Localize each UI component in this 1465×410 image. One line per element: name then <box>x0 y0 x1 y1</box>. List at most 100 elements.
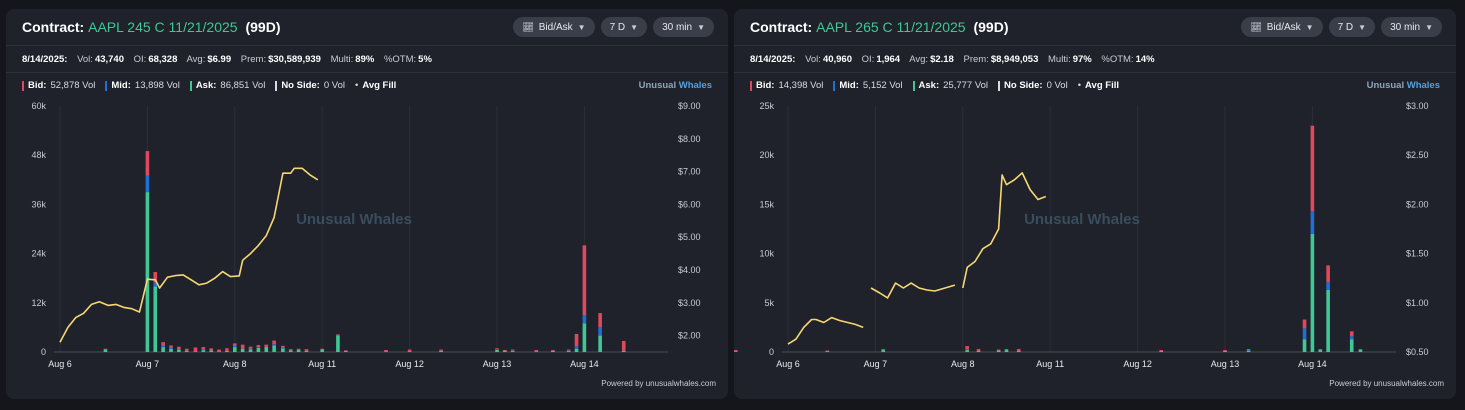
brand-logo: Unusual Whales <box>1366 80 1440 91</box>
bid-bar-segment <box>233 343 237 346</box>
bid-bar-segment <box>209 348 214 351</box>
divider <box>734 72 1456 73</box>
legend-avgfill[interactable]: • Avg Fill <box>1078 80 1119 91</box>
ask-bar-segment <box>201 349 206 352</box>
stats-date: 8/14/2025: <box>750 54 796 65</box>
legend-bid[interactable]: Bid: 14,398 Vol <box>750 80 823 91</box>
ask-bar-segment <box>551 350 555 352</box>
avg-value: $6.99 <box>207 54 232 65</box>
bid-bar-segment <box>439 349 443 351</box>
ask-bar-segment <box>976 351 981 352</box>
mid-bar-segment <box>1326 282 1330 291</box>
range-dropdown[interactable]: 7 D ▼ <box>1328 17 1376 37</box>
ask-bar-segment <box>621 350 626 352</box>
bid-label: Bid: <box>28 80 47 91</box>
bid-bar-segment <box>320 348 324 350</box>
ask-bar-segment <box>1302 339 1307 352</box>
bid-bar-segment <box>582 245 587 316</box>
ask-bar-segment <box>407 351 412 352</box>
x-tick-label: Aug 14 <box>570 359 599 369</box>
legend-ask[interactable]: Ask: 86,851 Vol <box>189 80 265 91</box>
mid-bar-segment <box>1246 350 1251 351</box>
legend-avgfill[interactable]: • Avg Fill <box>355 80 396 91</box>
ask-bar-segment <box>503 350 507 352</box>
x-tick-label: Aug 13 <box>1211 359 1240 369</box>
legend-mid[interactable]: Mid: 5,152 Vol <box>833 80 903 91</box>
mid-label: Mid: <box>111 80 131 91</box>
legend-noside[interactable]: No Side: 0 Vol <box>998 80 1068 91</box>
bid-bar-segment <box>304 349 309 351</box>
vol-value: 40,960 <box>822 54 852 65</box>
ask-bar-segment <box>272 345 276 352</box>
bid-bar-segment <box>272 340 276 345</box>
multi-value: 97% <box>1072 54 1092 65</box>
oi-label: OI: <box>133 54 147 65</box>
mid-bar-segment <box>201 349 206 351</box>
bid-bar-segment <box>288 349 293 351</box>
avg-label: Avg: <box>186 54 206 65</box>
days-to-expiry: (99D) <box>245 19 281 35</box>
y-left-tick-label: 10k <box>759 249 774 259</box>
ask-bar-segment <box>169 348 173 352</box>
y-right-tick-label: $8.00 <box>678 134 701 144</box>
bid-bar-segment <box>734 350 738 351</box>
mid-bar-segment <box>1349 336 1354 340</box>
legend-noside[interactable]: No Side: 0 Vol <box>275 80 345 91</box>
avg-fill-line <box>962 172 1047 289</box>
ask-bar-segment <box>881 350 886 352</box>
ask-bar-segment <box>510 350 515 352</box>
x-tick-label: Aug 6 <box>48 359 72 369</box>
mid-bar-segment <box>598 327 602 336</box>
interval-dropdown[interactable]: 30 min ▼ <box>653 17 714 37</box>
legend-ask[interactable]: Ask: 25,777 Vol <box>912 80 988 91</box>
legend-bid[interactable]: Bid: 52,878 Vol <box>22 80 95 91</box>
mid-bar-segment <box>256 347 261 348</box>
bid-bar-segment <box>551 349 555 351</box>
bid-ask-dropdown[interactable]: 📈︎ Bid/Ask ▼ <box>1241 17 1323 37</box>
y-left-tick-label: 20k <box>759 150 774 160</box>
ask-label: Ask: <box>918 80 940 91</box>
legend-mid[interactable]: Mid: 13,898 Vol <box>105 80 180 91</box>
y-left-tick-label: 36k <box>31 199 46 209</box>
oi-value: 1,964 <box>876 54 901 65</box>
ask-bar-segment <box>209 350 214 352</box>
ask-bar-segment <box>1310 233 1315 352</box>
ask-bar-segment <box>1004 350 1009 352</box>
noside-vol: 0 Vol <box>1046 80 1068 91</box>
y-right-tick-label: $2.00 <box>678 331 701 341</box>
bid-ask-label: Bid/Ask <box>1266 21 1301 33</box>
bid-swatch <box>750 80 752 91</box>
mid-bar-segment <box>495 349 499 350</box>
contract-symbol[interactable]: AAPL 265 C 11/21/2025 <box>816 19 966 35</box>
mid-bar-segment <box>734 350 738 352</box>
mid-bar-segment <box>1310 211 1315 234</box>
bid-bar-segment <box>976 349 981 352</box>
bid-bar-segment <box>1246 349 1251 351</box>
contract-symbol[interactable]: AAPL 245 C 11/21/2025 <box>88 19 238 35</box>
chevron-down-icon: ▼ <box>1305 22 1314 32</box>
ask-bar-segment <box>153 286 158 352</box>
ask-bar-segment <box>598 335 602 352</box>
stats-row: 8/14/2025: Vol: 43,740 OI: 68,328 Avg: $6.9… <box>22 54 439 65</box>
noside-label: No Side: <box>1004 80 1043 91</box>
range-dropdown[interactable]: 7 D ▼ <box>600 17 648 37</box>
interval-dropdown[interactable]: 30 min ▼ <box>1381 17 1442 37</box>
bid-ask-dropdown[interactable]: 📈︎ Bid/Ask ▼ <box>513 17 595 37</box>
multi-label: Multi: <box>330 54 354 65</box>
bid-bar-segment <box>621 340 626 351</box>
ask-bar-segment <box>233 347 237 352</box>
x-tick-label: Aug 7 <box>864 359 888 369</box>
powered-by[interactable]: Powered by unusualwhales.com <box>601 379 716 388</box>
avgfill-label: Avg Fill <box>1085 80 1119 91</box>
chevron-down-icon: ▼ <box>697 22 705 32</box>
ask-label: Ask: <box>195 80 217 91</box>
ask-bar-segment <box>193 351 198 352</box>
bid-bar-segment <box>1326 265 1330 283</box>
y-right-tick-label: $9.00 <box>678 101 701 111</box>
powered-by[interactable]: Powered by unusualwhales.com <box>1329 379 1444 388</box>
x-tick-label: Aug 11 <box>308 359 336 369</box>
ask-bar-segment <box>145 192 150 352</box>
mid-bar-segment <box>1302 328 1307 340</box>
bid-bar-segment <box>256 345 261 348</box>
divider <box>6 72 728 73</box>
